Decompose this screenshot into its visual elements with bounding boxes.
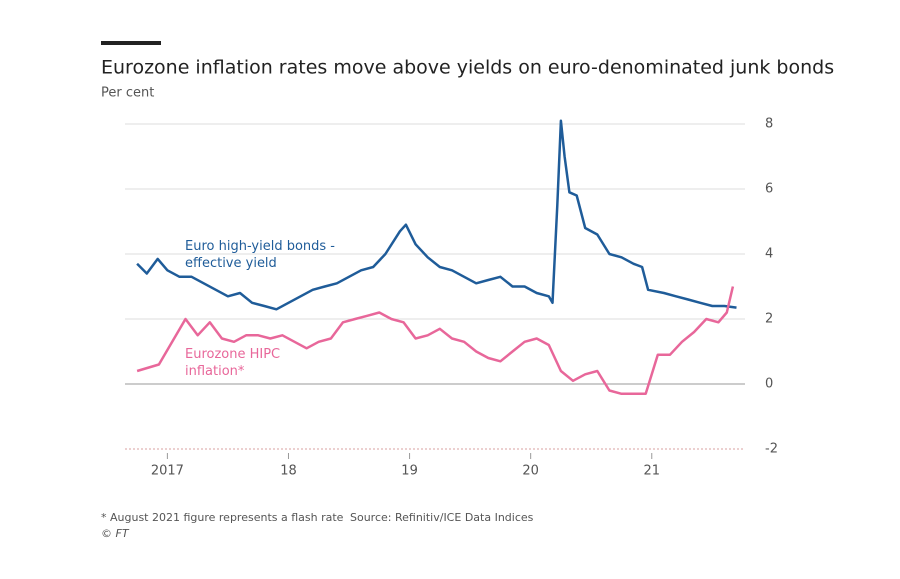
x-tick-label: 21: [643, 464, 660, 479]
source: Source: Refinitiv/ICE Data Indices: [350, 511, 534, 524]
y-tick-label: -2: [765, 442, 778, 457]
series-line: [136, 286, 735, 396]
footnote: * August 2021 figure represents a flash …: [101, 511, 344, 524]
x-tick-label: 2017: [151, 464, 184, 479]
y-tick-label: 8: [765, 117, 773, 132]
x-tick-label: 19: [401, 464, 418, 479]
series-label: Euro high-yield bonds - effective yield: [185, 239, 335, 271]
chart-subtitle: Per cent: [101, 86, 154, 101]
y-tick-label: 0: [765, 377, 773, 392]
series-label: Eurozone HIPC inflation*: [185, 347, 281, 379]
series-line: [136, 119, 737, 311]
brand-bar: [101, 41, 161, 45]
y-tick-label: 2: [765, 312, 773, 327]
credit: © FT: [101, 527, 130, 540]
x-tick-label: 18: [280, 464, 297, 479]
x-tick-label: 20: [522, 464, 539, 479]
y-tick-label: 4: [765, 247, 773, 262]
chart-title: Eurozone inflation rates move above yiel…: [101, 57, 834, 79]
y-tick-label: 6: [765, 182, 773, 197]
